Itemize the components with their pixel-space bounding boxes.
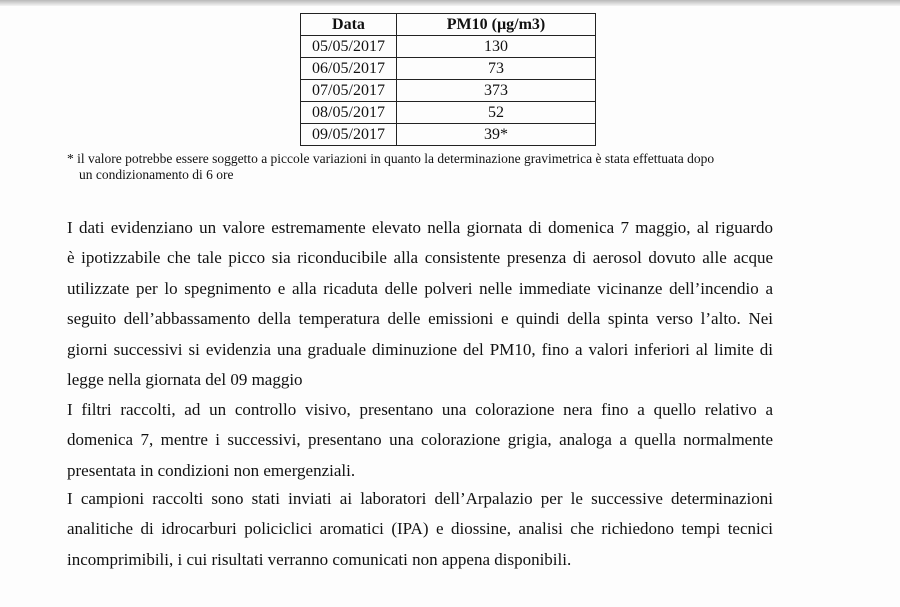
footnote: * il valore potrebbe essere soggetto a p… <box>67 151 787 183</box>
table-row: 09/05/2017 39* <box>300 123 596 146</box>
cell-value: 52 <box>396 101 596 124</box>
text-line: seguito dell’abbassamento della temperat… <box>67 309 773 329</box>
cell-value: 130 <box>396 35 596 58</box>
pm10-table: Data PM10 (µg/m3) 05/05/2017 130 06/05/20… <box>300 13 596 146</box>
text-line: I filtri raccolti, ad un controllo visiv… <box>67 400 773 419</box>
paragraph-filters: I filtri raccolti, ad un controllo visiv… <box>67 395 773 486</box>
cell-date: 08/05/2017 <box>300 101 397 124</box>
cell-value: 39* <box>396 123 596 146</box>
page-top-edge <box>0 0 900 6</box>
text-line: analitiche di idrocarburi policiclici ar… <box>67 519 773 539</box>
text-line: utilizzate per lo spegnimento e alla ric… <box>67 278 773 298</box>
cell-date: 09/05/2017 <box>300 123 397 146</box>
table-row: 08/05/2017 52 <box>300 101 596 124</box>
text-line: presentata in condizioni non emergenzial… <box>67 460 356 480</box>
cell-value: 73 <box>396 57 596 80</box>
cell-date: 05/05/2017 <box>300 35 397 58</box>
text-line: è ipotizzabile che tale picco sia ricond… <box>67 248 773 268</box>
text-line: I campioni raccolti sono stati inviati a… <box>67 489 773 508</box>
table-row: 07/05/2017 373 <box>300 79 596 102</box>
text-line: domenica 7, mentre i successivi, present… <box>67 430 773 450</box>
paragraph-pm10-analysis: I dati evidenziano un valore estremament… <box>67 213 773 395</box>
footnote-line: un condizionamento di 6 ore <box>79 167 234 182</box>
header-pm10: PM10 (µg/m3) <box>396 13 596 36</box>
table-header-row: Data PM10 (µg/m3) <box>300 13 596 36</box>
paragraph-samples: I campioni raccolti sono stati inviati a… <box>67 484 773 575</box>
text-line: incomprimibili, i cui risultati verranno… <box>67 549 572 569</box>
cell-value: 373 <box>396 79 596 102</box>
table-row: 05/05/2017 130 <box>300 35 596 58</box>
cell-date: 07/05/2017 <box>300 79 397 102</box>
text-line: legge nella giornata del 09 maggio <box>67 369 303 389</box>
table-row: 06/05/2017 73 <box>300 57 596 80</box>
cell-date: 06/05/2017 <box>300 57 397 80</box>
text-line: giorni successivi si evidenzia una gradu… <box>67 339 773 359</box>
footnote-line: * il valore potrebbe essere soggetto a p… <box>67 151 715 166</box>
text-line: I dati evidenziano un valore estremament… <box>67 218 773 237</box>
header-date: Data <box>300 13 397 36</box>
